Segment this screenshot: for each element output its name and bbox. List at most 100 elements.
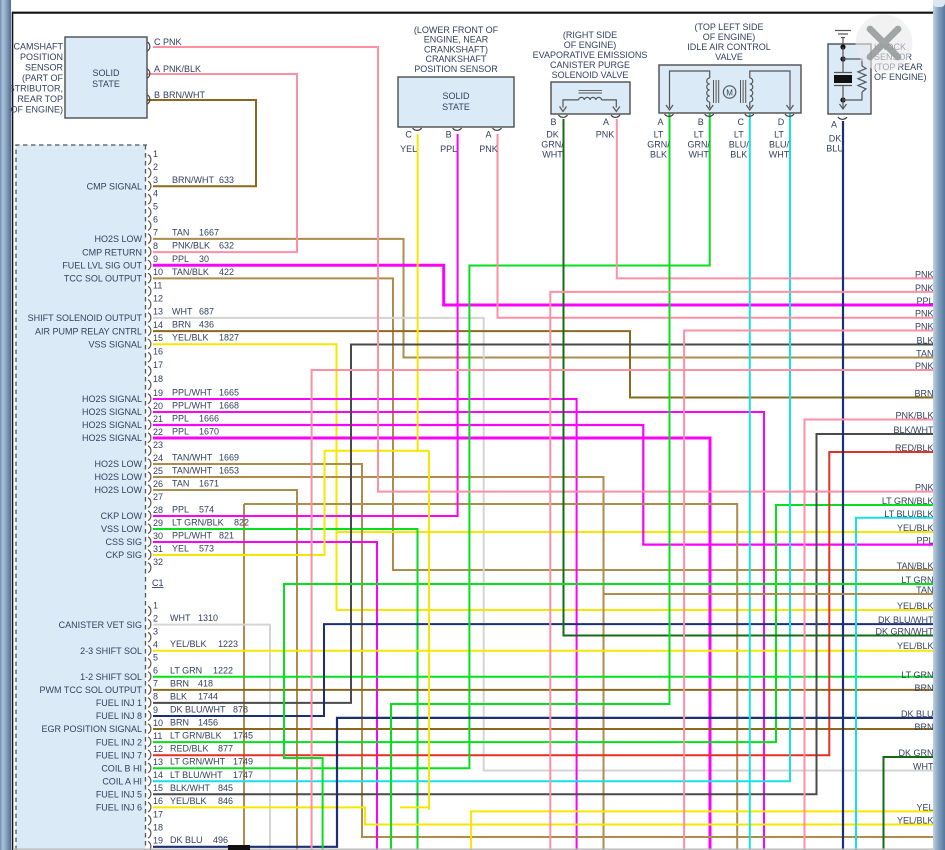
svg-text:BLK: BLK bbox=[650, 150, 667, 160]
svg-text:FUEL INJ 5: FUEL INJ 5 bbox=[96, 790, 142, 800]
svg-text:LT GRN/BLK: LT GRN/BLK bbox=[882, 496, 934, 506]
svg-text:573: 573 bbox=[199, 544, 214, 554]
svg-text:SENSOR: SENSOR bbox=[25, 63, 64, 73]
svg-text:30: 30 bbox=[153, 531, 163, 541]
svg-text:15: 15 bbox=[153, 333, 163, 343]
svg-text:YEL/BLK: YEL/BLK bbox=[170, 639, 207, 649]
svg-text:A: A bbox=[154, 64, 160, 74]
svg-text:LT: LT bbox=[734, 130, 744, 140]
svg-text:POSITION SENSOR: POSITION SENSOR bbox=[414, 64, 498, 74]
svg-text:27: 27 bbox=[153, 492, 163, 502]
svg-text:BRN: BRN bbox=[914, 683, 933, 693]
svg-text:1747: 1747 bbox=[233, 770, 253, 780]
svg-text:574: 574 bbox=[199, 505, 214, 515]
svg-text:6: 6 bbox=[153, 666, 158, 676]
svg-text:GRN/: GRN/ bbox=[647, 140, 670, 150]
svg-text:GRN/: GRN/ bbox=[687, 140, 710, 150]
svg-text:LT GRN: LT GRN bbox=[170, 665, 202, 675]
svg-text:EGR POSITION SIGNAL: EGR POSITION SIGNAL bbox=[41, 724, 142, 734]
svg-text:PNK/BLK: PNK/BLK bbox=[895, 411, 933, 421]
svg-text:18: 18 bbox=[153, 822, 163, 832]
svg-text:BRN: BRN bbox=[914, 722, 933, 732]
svg-text:YEL/BLK: YEL/BLK bbox=[897, 601, 934, 611]
svg-text:HO2S LOW: HO2S LOW bbox=[94, 485, 142, 495]
svg-text:CMP SIGNAL: CMP SIGNAL bbox=[87, 182, 142, 192]
svg-text:LT BLU/WHT: LT BLU/WHT bbox=[170, 770, 223, 780]
svg-text:19: 19 bbox=[153, 835, 163, 845]
svg-text:17: 17 bbox=[153, 360, 163, 370]
svg-text:WHT: WHT bbox=[542, 150, 563, 160]
svg-text:BLK/WHT: BLK/WHT bbox=[170, 783, 211, 793]
svg-text:10: 10 bbox=[153, 718, 163, 728]
svg-text:CKP SIG: CKP SIG bbox=[106, 550, 142, 560]
svg-text:PPL: PPL bbox=[172, 505, 189, 515]
svg-text:C1: C1 bbox=[152, 578, 164, 588]
svg-text:19: 19 bbox=[153, 388, 163, 398]
svg-text:1670: 1670 bbox=[199, 427, 219, 437]
svg-text:TAN: TAN bbox=[916, 585, 933, 595]
svg-text:1222: 1222 bbox=[213, 665, 233, 675]
svg-text:32: 32 bbox=[153, 557, 163, 567]
svg-text:SHIFT SOLENOID OUTPUT: SHIFT SOLENOID OUTPUT bbox=[28, 313, 143, 323]
svg-text:TAN/WHT: TAN/WHT bbox=[172, 466, 213, 476]
svg-text:FUEL INJ 6: FUEL INJ 6 bbox=[96, 803, 142, 813]
svg-text:1827: 1827 bbox=[219, 333, 239, 343]
svg-text:1666: 1666 bbox=[199, 414, 219, 424]
svg-text:(TOP LEFT SIDE: (TOP LEFT SIDE bbox=[694, 22, 763, 32]
svg-text:2: 2 bbox=[153, 162, 158, 172]
svg-text:1-2 SHIFT SOL: 1-2 SHIFT SOL bbox=[80, 672, 142, 682]
svg-text:D: D bbox=[778, 117, 785, 127]
svg-text:C: C bbox=[405, 130, 412, 140]
svg-text:TAN/WHT: TAN/WHT bbox=[172, 453, 213, 463]
svg-text:21: 21 bbox=[153, 414, 163, 424]
svg-text:SOLENOID VALVE: SOLENOID VALVE bbox=[552, 70, 629, 80]
svg-text:FUEL INJ 7: FUEL INJ 7 bbox=[96, 750, 142, 760]
svg-text:845: 845 bbox=[218, 783, 233, 793]
svg-text:BRN: BRN bbox=[172, 320, 191, 330]
svg-text:(RIGHT SIDE: (RIGHT SIDE bbox=[563, 30, 617, 40]
svg-text:1668: 1668 bbox=[219, 401, 239, 411]
svg-text:PPL: PPL bbox=[172, 414, 189, 424]
svg-text:RED/BLK: RED/BLK bbox=[170, 744, 209, 754]
svg-text:FUEL INJ 8: FUEL INJ 8 bbox=[96, 711, 142, 721]
svg-text:PNK: PNK bbox=[915, 283, 934, 293]
svg-text:OF ENGINE): OF ENGINE) bbox=[10, 105, 63, 115]
svg-text:PNK: PNK bbox=[915, 309, 934, 319]
svg-text:C: C bbox=[154, 37, 161, 47]
svg-text:1310: 1310 bbox=[198, 613, 218, 623]
svg-text:TAN/BLK: TAN/BLK bbox=[172, 267, 209, 277]
svg-text:DK GRN: DK GRN bbox=[898, 748, 933, 758]
svg-text:2: 2 bbox=[153, 613, 158, 623]
svg-text:SOLID: SOLID bbox=[442, 91, 470, 101]
svg-text:HO2S SIGNAL: HO2S SIGNAL bbox=[82, 407, 142, 417]
svg-text:BLK: BLK bbox=[170, 691, 187, 701]
svg-text:1: 1 bbox=[153, 149, 158, 159]
svg-text:436: 436 bbox=[199, 320, 214, 330]
svg-text:HO2S LOW: HO2S LOW bbox=[94, 472, 142, 482]
svg-text:CKP LOW: CKP LOW bbox=[101, 511, 143, 521]
svg-text:LT GRN/WHT: LT GRN/WHT bbox=[170, 757, 226, 767]
svg-text:846: 846 bbox=[218, 796, 233, 806]
svg-text:22: 22 bbox=[153, 427, 163, 437]
svg-text:YEL/BLK: YEL/BLK bbox=[172, 333, 209, 343]
svg-text:WHT: WHT bbox=[769, 150, 790, 160]
svg-text:PPL/WHT: PPL/WHT bbox=[172, 531, 213, 541]
svg-text:1745: 1745 bbox=[233, 731, 253, 741]
svg-text:BRN/WHT: BRN/WHT bbox=[172, 175, 214, 185]
svg-text:B: B bbox=[154, 90, 160, 100]
svg-text:(PART OF: (PART OF bbox=[22, 73, 64, 83]
svg-text:WHT: WHT bbox=[170, 613, 191, 623]
svg-text:PPL: PPL bbox=[916, 296, 933, 306]
svg-text:632: 632 bbox=[219, 241, 234, 251]
svg-text:BLU/: BLU/ bbox=[769, 140, 790, 150]
svg-text:9: 9 bbox=[153, 705, 158, 715]
svg-text:OF ENGINE): OF ENGINE) bbox=[703, 32, 756, 42]
svg-text:PPL/WHT: PPL/WHT bbox=[172, 401, 213, 411]
svg-text:12: 12 bbox=[153, 294, 163, 304]
svg-text:422: 422 bbox=[219, 267, 234, 277]
svg-text:A: A bbox=[831, 120, 837, 130]
svg-text:HO2S SIGNAL: HO2S SIGNAL bbox=[82, 420, 142, 430]
svg-text:IDLE AIR CONTROL: IDLE AIR CONTROL bbox=[687, 42, 771, 52]
svg-text:633: 633 bbox=[219, 175, 234, 185]
svg-text:23: 23 bbox=[153, 440, 163, 450]
